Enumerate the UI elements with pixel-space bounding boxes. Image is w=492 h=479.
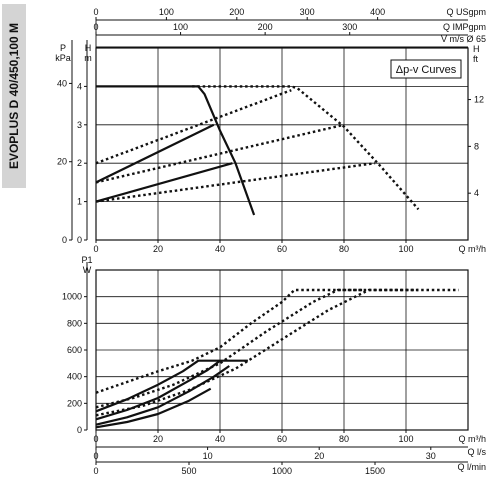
w-tick-label: 1000: [62, 292, 82, 302]
top-axis-label: V m/s Ø 65: [441, 34, 486, 44]
x-tick-label: 0: [93, 244, 98, 254]
top-axis-tick-label: 200: [258, 22, 273, 32]
top-axis-tick-label: 400: [370, 7, 385, 17]
x-tick-label: 20: [153, 434, 163, 444]
top-axis-tick-label: 300: [300, 7, 315, 17]
power-chart-series: [95, 288, 459, 429]
ft-tick-label: 12: [474, 95, 484, 105]
m-tick-label: 3: [77, 120, 82, 130]
top-axis-tick-label: 0: [93, 7, 98, 17]
solid-curve: [96, 85, 256, 216]
solid-curve: [95, 123, 215, 184]
model-label-panel: EVOPLUS D 40/450,100 M: [2, 4, 26, 188]
top-axis-tick-label: 100: [173, 22, 188, 32]
bottom-axis-tick-label: 30: [426, 451, 436, 461]
w-tick-label: 600: [67, 345, 82, 355]
m-tick-label: 0: [77, 235, 82, 245]
kpa-tick-label: 40: [57, 78, 67, 88]
dotted-curve: [95, 89, 292, 165]
dotted-curve: [95, 162, 376, 203]
kpa-tick-label: 20: [57, 157, 67, 167]
w-tick-label: 400: [67, 372, 82, 382]
m-tick-label: 1: [77, 197, 82, 207]
x-tick-label: 20: [153, 244, 163, 254]
top-axis-label: Q IMPgpm: [443, 22, 486, 32]
kpa-tick-label: 0: [62, 235, 67, 245]
w-tick-label: 800: [67, 318, 82, 328]
solid-curve: [95, 365, 230, 426]
x-tick-label: 80: [339, 244, 349, 254]
m-axis-symbol: H: [85, 43, 92, 53]
head-flow-chart: 0 20 40 60 80 100 Q m³/h0123402040PkPaHm4812Hf…: [55, 7, 486, 254]
solid-curve: [95, 387, 212, 429]
legend-box: Δp-v Curves: [390, 59, 462, 79]
bottom-axis-tick-label: 1500: [365, 466, 385, 476]
kpa-axis-symbol: P: [60, 43, 66, 53]
ft-axis-unit: ft: [473, 54, 479, 64]
top-axis-tick-label: 300: [342, 22, 357, 32]
legend-text: Δp-v Curves: [396, 64, 457, 76]
x-tick-label: 40: [215, 434, 225, 444]
ft-tick-label: 8: [474, 141, 479, 151]
w-axis-unit: W: [83, 265, 92, 275]
bottom-axis-label: Q l/s: [467, 447, 486, 457]
x-tick-label: 60: [277, 244, 287, 254]
x-tick-label: 100: [398, 434, 413, 444]
m-axis-unit: m: [84, 53, 92, 63]
ft-axis-symbol: H: [473, 44, 480, 54]
head-chart-ticks: 0 20 40 60 80 100 Q m³/h0123402040PkPaHm4812Hf…: [55, 7, 486, 254]
x-tick-label: 60: [277, 434, 287, 444]
x-tick-label: 40: [215, 244, 225, 254]
bottom-axis-tick-label: 0: [93, 466, 98, 476]
head-chart-series: [95, 85, 420, 216]
top-axis-label: Q USgpm: [446, 7, 486, 17]
w-tick-label: 200: [67, 398, 82, 408]
m-tick-label: 2: [77, 158, 82, 168]
bottom-axis-tick-label: 500: [181, 466, 196, 476]
dotted-curve: [95, 288, 419, 409]
x-axis-label: Q m³/h: [458, 244, 486, 254]
m-tick-label: 4: [77, 81, 82, 91]
solid-curve: [95, 162, 233, 203]
bottom-axis-tick-label: 20: [314, 451, 324, 461]
dotted-curve: [95, 123, 345, 184]
dotted-curve: [95, 288, 363, 394]
bottom-axis-tick-label: 10: [203, 451, 213, 461]
ft-tick-label: 4: [474, 188, 479, 198]
x-tick-label: 80: [339, 434, 349, 444]
bottom-axis-tick-label: 1000: [272, 466, 292, 476]
solid-curve: [95, 359, 221, 421]
top-axis-tick-label: 200: [229, 7, 244, 17]
w-tick-label: 0: [77, 425, 82, 435]
power-chart-grid: [96, 270, 468, 430]
top-axis-tick-label: 100: [159, 7, 174, 17]
bottom-axis-label: Q l/min: [457, 462, 486, 472]
w-axis-symbol: P1: [81, 255, 92, 265]
x-axis-label: Q m³/h: [458, 434, 486, 444]
dotted-curve: [192, 85, 420, 211]
dotted-curve: [95, 288, 459, 417]
x-tick-label: 100: [398, 244, 413, 254]
kpa-axis-unit: kPa: [55, 53, 71, 63]
